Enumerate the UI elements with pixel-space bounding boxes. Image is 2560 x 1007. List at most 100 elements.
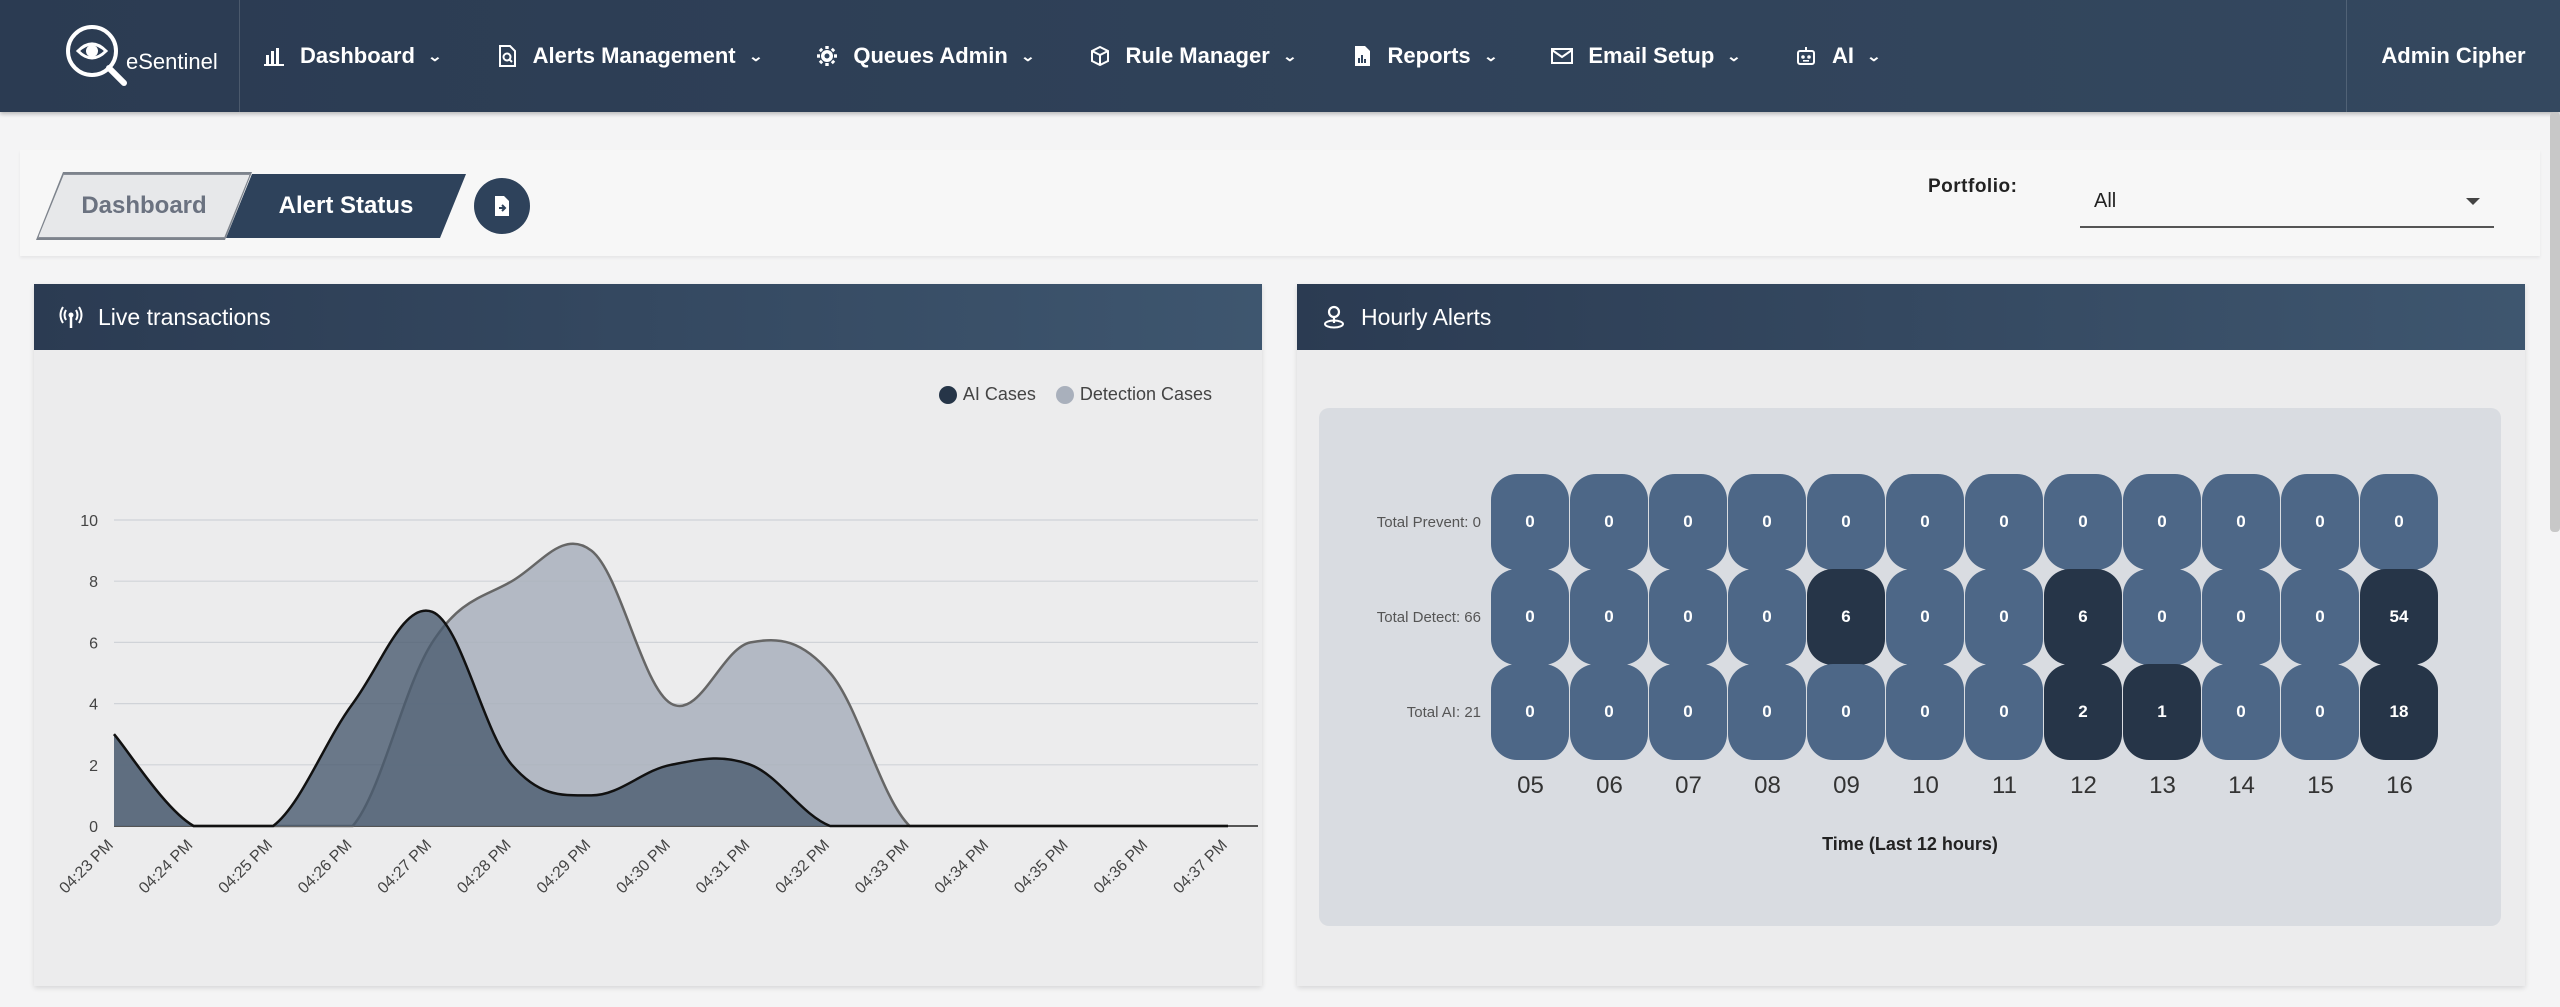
hourly-heatmap: 05 06 07 08 09 10 11 12 13 14 15 16 Time (Last 12 h…	[1319, 408, 2501, 926]
x-tick-label: 04:25 PM	[216, 837, 276, 897]
heatmap-cell[interactable]: 0	[1807, 474, 1885, 570]
hour-label: 11	[1992, 772, 2017, 799]
series-area-ai-cases	[114, 610, 1228, 826]
y-tick-label: 10	[80, 513, 98, 530]
heatmap-cell[interactable]: 1	[2123, 664, 2201, 760]
nav-label: Email Setup	[1588, 43, 1715, 68]
broadcast-icon	[58, 304, 84, 330]
heatmap-cell[interactable]: 0	[1965, 474, 2043, 570]
hour-label: 07	[1675, 772, 1702, 799]
file-search-icon	[495, 44, 519, 68]
nav-label: Alerts Management	[532, 43, 736, 68]
heatmap-cell[interactable]: 0	[2123, 474, 2201, 570]
heatmap-cell[interactable]: 0	[1807, 664, 1885, 760]
nav-dashboard[interactable]: Dashboard ⌄	[240, 0, 468, 112]
x-tick-label: 04:29 PM	[534, 837, 594, 897]
heatmap-cell[interactable]: 2	[2044, 664, 2122, 760]
heatmap-cell[interactable]: 0	[2360, 474, 2438, 570]
nav-rule-manager[interactable]: Rule Manager ⌄	[1061, 0, 1323, 112]
breadcrumb-dashboard[interactable]: Dashboard	[38, 174, 250, 238]
hour-label: 16	[2386, 772, 2413, 799]
heatmap-cell[interactable]: 0	[1886, 664, 1964, 760]
legend-item-detection-cases[interactable]: Detection Cases	[1055, 384, 1212, 405]
brand-logo[interactable]: eSentinel	[0, 0, 240, 112]
bar-chart-icon	[262, 44, 286, 68]
heatmap-cell[interactable]: 0	[1491, 569, 1569, 665]
heatmap-cell[interactable]: 0	[1965, 569, 2043, 665]
robot-icon	[1794, 44, 1818, 68]
heatmap-cell[interactable]: 0	[1886, 474, 1964, 570]
hour-label: 14	[2228, 772, 2255, 799]
heatmap-cell[interactable]: 54	[2360, 569, 2438, 665]
heatmap-cell[interactable]: 0	[1570, 664, 1648, 760]
heatmap-cell[interactable]: 0	[2202, 664, 2280, 760]
legend-item-ai-cases[interactable]: AI Cases	[938, 384, 1036, 405]
heatmap-cell[interactable]: 0	[1886, 569, 1964, 665]
live-transactions-panel: Live transactions AI Cases Detection Cas…	[34, 284, 1262, 986]
nav-queues-admin[interactable]: Queues Admin ⌄	[788, 0, 1060, 112]
heatmap-cell[interactable]: 0	[2202, 569, 2280, 665]
nav-label: Rule Manager	[1125, 43, 1270, 68]
heatmap-cell[interactable]: 0	[1649, 664, 1727, 760]
hourly-x-axis-label: Time (Last 12 hours)	[1822, 834, 1998, 854]
heatmap-cell[interactable]: 18	[2360, 664, 2438, 760]
live-transactions-header: Live transactions	[34, 284, 1262, 350]
legend-label: AI Cases	[962, 384, 1036, 404]
y-tick-label: 6	[89, 635, 98, 652]
hour-label: 15	[2307, 772, 2334, 799]
nav-label: Queues Admin	[853, 43, 1008, 68]
portfolio-label: Portfolio:	[1928, 176, 2018, 197]
heatmap-cell[interactable]: 0	[2281, 474, 2359, 570]
page-scrollbar[interactable]	[2550, 112, 2560, 532]
heatmap-cell[interactable]: 0	[2281, 569, 2359, 665]
heatmap-cell[interactable]: 0	[1728, 474, 1806, 570]
x-tick-label: 04:26 PM	[295, 837, 355, 897]
x-tick-label: 04:28 PM	[454, 837, 514, 897]
heatmap-cell[interactable]: 0	[1570, 569, 1648, 665]
heatmap-cell[interactable]: 0	[1491, 474, 1569, 570]
nav-email-setup[interactable]: Email Setup ⌄	[1523, 0, 1767, 112]
heatmap-cell[interactable]: 0	[2281, 664, 2359, 760]
x-tick-label: 04:30 PM	[613, 837, 673, 897]
heatmap-cell[interactable]: 0	[1649, 569, 1727, 665]
nav-label: Reports	[1387, 43, 1471, 68]
panel-title: Hourly Alerts	[1361, 303, 1492, 330]
chevron-down-icon: ⌄	[1020, 47, 1036, 64]
heatmap-cell[interactable]: 0	[2044, 474, 2122, 570]
hour-label: 12	[2070, 772, 2097, 799]
nav-alerts-management[interactable]: Alerts Management ⌄	[468, 0, 789, 112]
heatmap-cell[interactable]: 0	[1649, 474, 1727, 570]
chart-legend: AI Cases Detection Cases	[919, 384, 1212, 405]
gear-icon	[815, 44, 839, 68]
legend-label: Detection Cases	[1079, 384, 1212, 404]
breadcrumb-alert-status[interactable]: Alert Status	[226, 174, 466, 238]
hourly-alerts-panel: Hourly Alerts 05 06 07 08 09 10 11 12 13 14 15 16 T…	[1297, 284, 2525, 986]
heatmap-cell[interactable]: 0	[2202, 474, 2280, 570]
hour-label: 13	[2149, 772, 2176, 799]
envelope-icon	[1550, 44, 1574, 68]
heatmap-cell[interactable]: 0	[1728, 569, 1806, 665]
heatmap-cell[interactable]: 0	[1965, 664, 2043, 760]
top-navbar: eSentinel Dashboard ⌄ Alerts Management …	[0, 0, 2560, 112]
heatmap-cell[interactable]: 0	[1491, 664, 1569, 760]
nav-reports[interactable]: Reports ⌄	[1323, 0, 1524, 112]
heatmap-row: Total Detect: 66 0 0 0 0 6 0 0 6 0 0 0 54	[1319, 569, 2439, 665]
user-menu[interactable]: Admin Cipher	[2346, 0, 2560, 112]
x-tick-label: 04:27 PM	[375, 837, 435, 897]
esentinel-logo-icon	[66, 25, 127, 86]
nav-label: Dashboard	[300, 43, 415, 68]
heatmap-cell[interactable]: 6	[1807, 569, 1885, 665]
hour-label: 10	[1912, 772, 1939, 799]
heatmap-cell[interactable]: 0	[1728, 664, 1806, 760]
legend-dot	[1055, 385, 1074, 404]
chevron-down-icon: ⌄	[427, 47, 443, 64]
location-pin-icon	[1321, 304, 1347, 330]
heatmap-cell[interactable]: 0	[1570, 474, 1648, 570]
nav-ai[interactable]: AI ⌄	[1767, 0, 1907, 112]
export-button[interactable]	[474, 178, 530, 234]
heatmap-cell[interactable]: 6	[2044, 569, 2122, 665]
heatmap-cell[interactable]: 0	[2123, 569, 2201, 665]
portfolio-select[interactable]: All	[2080, 176, 2494, 228]
heatmap-row-label: Total Prevent: 0	[1376, 513, 1481, 531]
x-tick-label: 04:24 PM	[136, 837, 196, 897]
